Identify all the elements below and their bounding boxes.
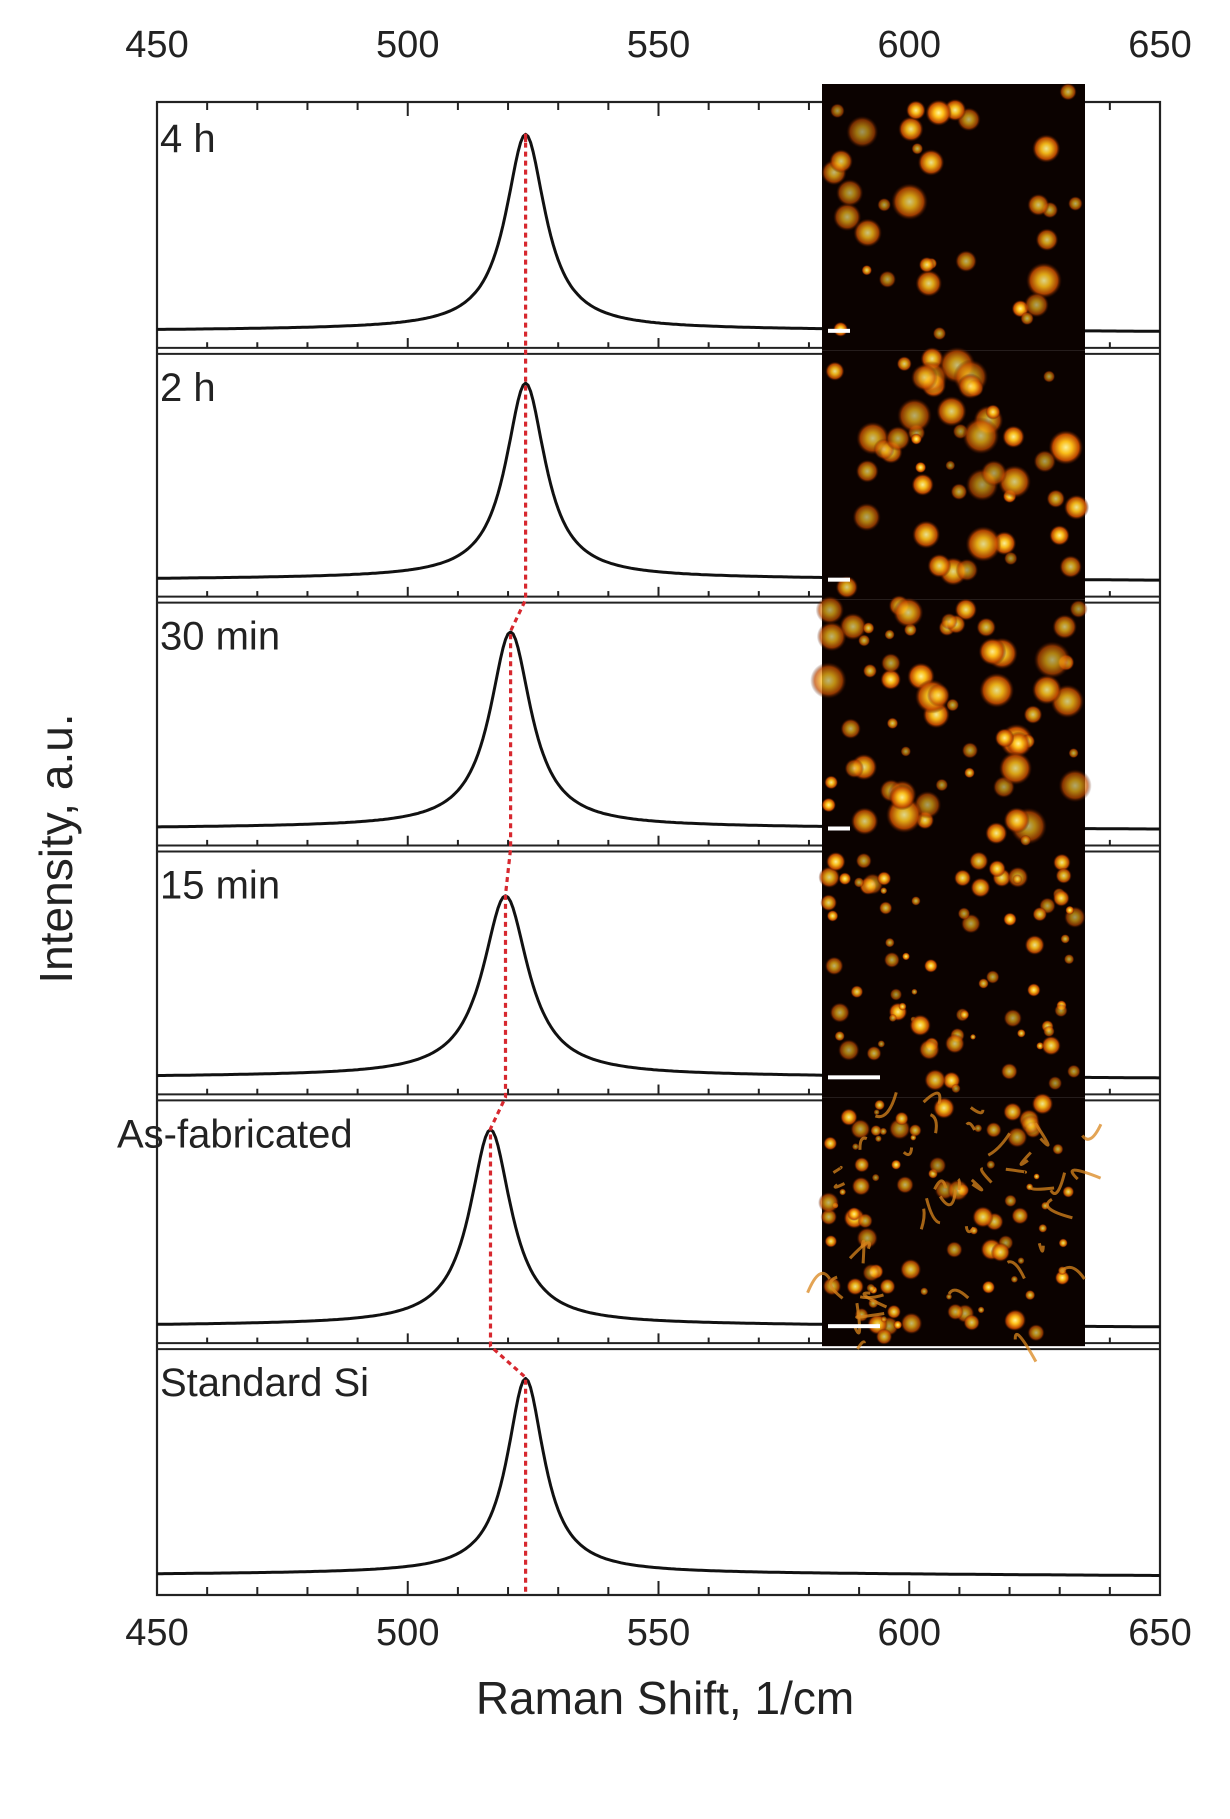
x-tick-label-bottom: 500	[376, 1612, 439, 1654]
x-tick-label-top: 600	[878, 24, 941, 66]
x-tick-label-top: 550	[627, 24, 690, 66]
x-tick-label-top: 500	[376, 24, 439, 66]
x-tick-label-bottom: 450	[125, 1612, 188, 1654]
panel-label: 15 min	[160, 864, 280, 908]
inset-micrograph	[806, 1091, 1103, 1363]
x-tick-label-bottom: 650	[1128, 1612, 1191, 1654]
panel-label: 2 h	[160, 366, 216, 410]
x-tick-label-bottom: 600	[878, 1612, 941, 1654]
y-axis-title: Intensity, a.u.	[30, 713, 82, 983]
panel-label: 4 h	[160, 117, 216, 161]
afm-inset-images	[806, 83, 1103, 1363]
panel-label: Standard Si	[160, 1361, 369, 1405]
panel-label: As-fabricated	[117, 1112, 353, 1156]
x-axis-title: Raman Shift, 1/cm	[476, 1672, 854, 1724]
peak-reference-line	[488, 133, 528, 1595]
inset-micrograph	[810, 595, 1092, 849]
x-tick-label-top: 450	[125, 24, 188, 66]
spectrum-line	[157, 1377, 1160, 1577]
panel-label: 30 min	[160, 615, 280, 659]
x-tick-label-top: 650	[1128, 24, 1191, 66]
inset-micrograph	[818, 848, 1086, 1098]
x-tick-label-bottom: 550	[627, 1612, 690, 1654]
inset-micrograph	[821, 83, 1085, 351]
inset-micrograph	[822, 346, 1090, 600]
